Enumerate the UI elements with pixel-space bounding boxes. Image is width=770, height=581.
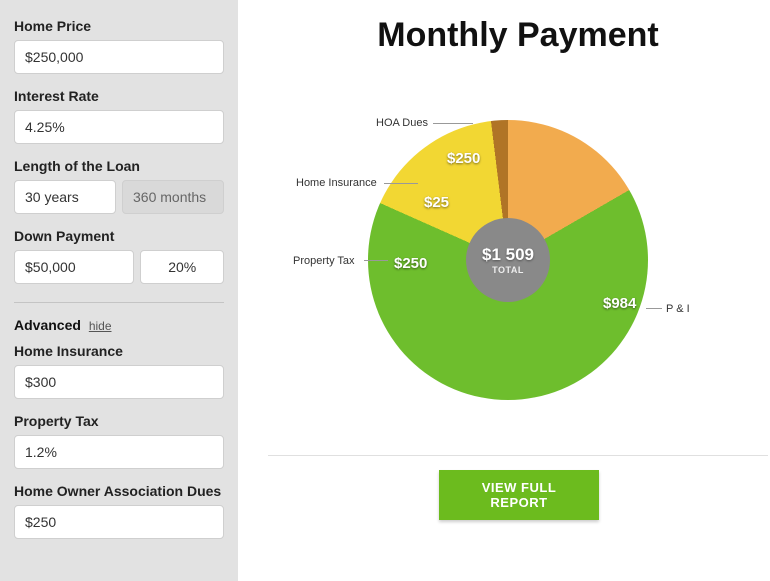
home-insurance-input[interactable] <box>14 365 224 399</box>
advanced-toggle[interactable]: hide <box>89 319 112 333</box>
leader-line <box>433 123 473 124</box>
slice-label-pi: P & I <box>666 303 690 315</box>
down-payment-amount-input[interactable] <box>14 250 134 284</box>
view-report-button[interactable]: VIEW FULL REPORT <box>439 470 599 520</box>
slice-label-ins: Home Insurance <box>296 177 377 189</box>
slice-value-ins: $25 <box>424 194 449 211</box>
hoa-label: Home Owner Association Dues <box>14 483 224 499</box>
property-tax-input[interactable] <box>14 435 224 469</box>
loan-years-input[interactable] <box>14 180 116 214</box>
home-insurance-label: Home Insurance <box>14 343 224 359</box>
loan-length-label: Length of the Loan <box>14 158 224 174</box>
leader-line <box>384 183 418 184</box>
home-price-input[interactable] <box>14 40 224 74</box>
report-divider <box>268 455 768 456</box>
sidebar: Home Price Interest Rate Length of the L… <box>0 0 238 581</box>
slice-label-tax: Property Tax <box>293 255 355 267</box>
chart-center: $1 509 TOTAL <box>466 218 550 302</box>
loan-months-input <box>122 180 224 214</box>
interest-rate-input[interactable] <box>14 110 224 144</box>
property-tax-label: Property Tax <box>14 413 224 429</box>
slice-value-hoa: $250 <box>447 150 480 167</box>
leader-line <box>364 260 388 261</box>
divider <box>14 302 224 303</box>
slice-label-hoa: HOA Dues <box>376 117 428 129</box>
interest-rate-label: Interest Rate <box>14 88 224 104</box>
advanced-label: Advanced <box>14 317 81 333</box>
leader-line <box>646 308 662 309</box>
content: Monthly Payment $1 509 TOTAL $250 $984 $… <box>238 0 770 581</box>
home-price-label: Home Price <box>14 18 224 34</box>
down-payment-label: Down Payment <box>14 228 224 244</box>
hoa-input[interactable] <box>14 505 224 539</box>
down-payment-pct-input[interactable] <box>140 250 224 284</box>
pie-chart: $1 509 TOTAL $250 $984 $250 $25 HOA Dues… <box>268 75 768 415</box>
slice-value-pi: $984 <box>603 295 636 312</box>
chart-title: Monthly Payment <box>268 0 768 55</box>
chart-total: $1 509 <box>482 245 534 265</box>
chart-total-label: TOTAL <box>492 265 524 275</box>
advanced-header: Advanced hide <box>14 317 224 333</box>
slice-value-tax: $250 <box>394 255 427 272</box>
